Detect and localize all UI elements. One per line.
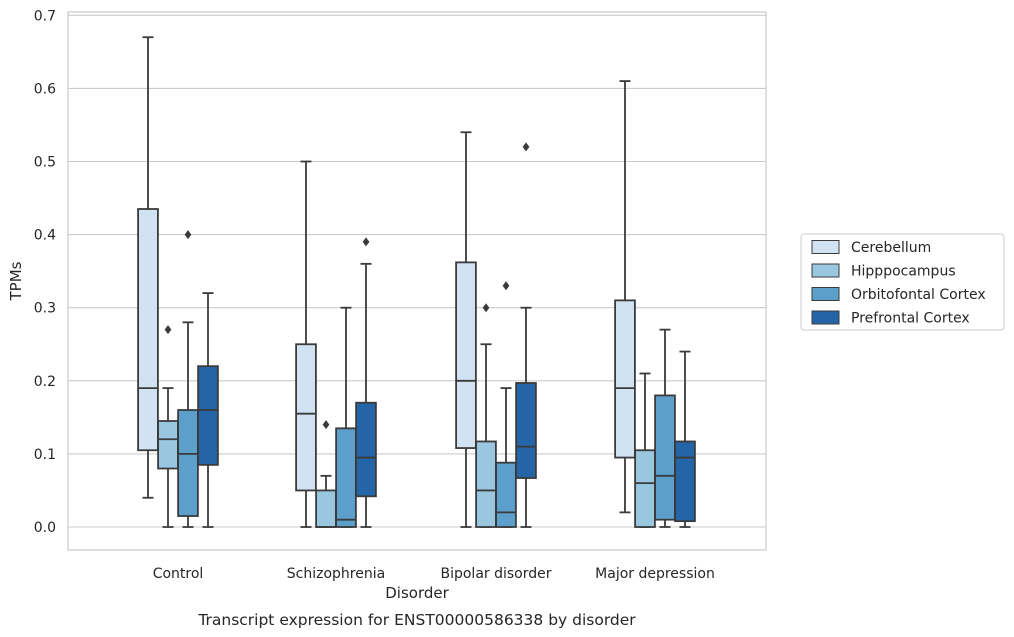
box-prefrontal-cortex-2 [515,142,537,528]
box-rect [335,427,357,528]
box-prefrontal-cortex-3 [674,350,696,528]
y-axis-label: TPMs [7,261,25,301]
box-rect [315,489,337,528]
legend-swatch [811,263,840,278]
box-hipppocampus-0 [157,325,179,528]
x-tick-label: Control [153,566,204,582]
y-tick-label: 0.6 [34,81,56,97]
box-hipppocampus-1 [315,420,337,528]
box-rect [355,401,377,498]
legend-label: Orbitofontal Cortex [851,287,986,303]
legend-swatch [811,310,840,325]
legend-swatch [811,240,840,254]
box-rect [137,208,159,452]
y-tick-label: 0.2 [34,374,56,390]
boxes [137,36,696,528]
outlier-point [184,230,192,240]
chart-title: Transcript expression for ENST0000058633… [197,611,636,629]
box-orbitofontal-cortex-0 [177,230,199,528]
box-cerebellum-0 [137,36,159,499]
legend-label: Prefrontal Cortex [851,311,970,327]
box-cerebellum-1 [295,160,317,528]
x-tick-label: Schizophrenia [287,566,385,582]
box-orbitofontal-cortex-2 [495,281,517,528]
x-tick-label: Bipolar disorder [440,566,551,582]
legend-swatch [811,287,840,301]
y-tick-label: 0.7 [34,8,56,24]
box-rect [614,299,636,459]
box-hipppocampus-2 [475,303,497,528]
y-tick-label: 0.1 [34,447,56,463]
box-rect [634,449,656,528]
box-rect [515,382,537,479]
box-rect [475,440,497,528]
plot-frame [67,11,767,551]
box-rect [177,409,199,517]
x-tick-labels: Control Schizophrenia Bipolar disorder Majo… [153,566,715,582]
y-tick-label: 0.3 [34,301,56,317]
box-cerebellum-2 [455,131,477,528]
box-orbitofontal-cortex-1 [335,306,357,528]
box-rect [654,394,676,521]
box-rect [295,343,317,492]
box-rect [495,461,517,528]
box-prefrontal-cortex-1 [355,237,377,528]
outlier-point [164,325,172,335]
y-tick-labels: 0.0 0.1 0.2 0.3 0.4 0.5 0.6 0.7 [34,8,56,536]
y-tick-label: 0.5 [34,155,56,171]
x-tick-label: Major depression [595,566,715,582]
box-rect [455,261,477,449]
box-prefrontal-cortex-0 [197,292,219,528]
legend-frame [800,233,1005,331]
box-rect [674,440,696,523]
box-orbitofontal-cortex-3 [654,328,676,528]
outlier-point [502,281,510,291]
legend-label: Cerebellum [851,240,931,256]
box-rect [157,420,179,470]
outlier-point [482,303,490,313]
outlier-point [362,237,370,247]
box-hipppocampus-3 [634,372,656,528]
x-axis-label: Disorder [385,584,449,602]
box-cerebellum-3 [614,80,636,514]
outlier-point [522,142,530,152]
legend: Cerebellum Hipppocampus Orbitofontal Corte… [800,233,1005,331]
box-rect [197,365,219,466]
y-tick-label: 0.0 [34,520,56,536]
outlier-point [322,420,330,430]
legend-label: Hipppocampus [851,264,956,280]
y-tick-label: 0.4 [34,228,56,244]
